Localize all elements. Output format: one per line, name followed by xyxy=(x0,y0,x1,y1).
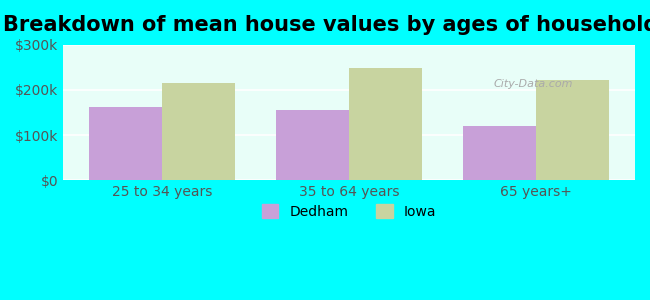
Text: City-Data.com: City-Data.com xyxy=(493,79,573,89)
Legend: Dedham, Iowa: Dedham, Iowa xyxy=(256,199,442,225)
Bar xyxy=(349,68,422,180)
Bar xyxy=(463,126,536,180)
Bar xyxy=(276,110,349,180)
Bar xyxy=(536,80,609,180)
Bar xyxy=(89,107,162,180)
Bar xyxy=(162,83,235,180)
Title: Breakdown of mean house values by ages of householders: Breakdown of mean house values by ages o… xyxy=(3,15,650,35)
